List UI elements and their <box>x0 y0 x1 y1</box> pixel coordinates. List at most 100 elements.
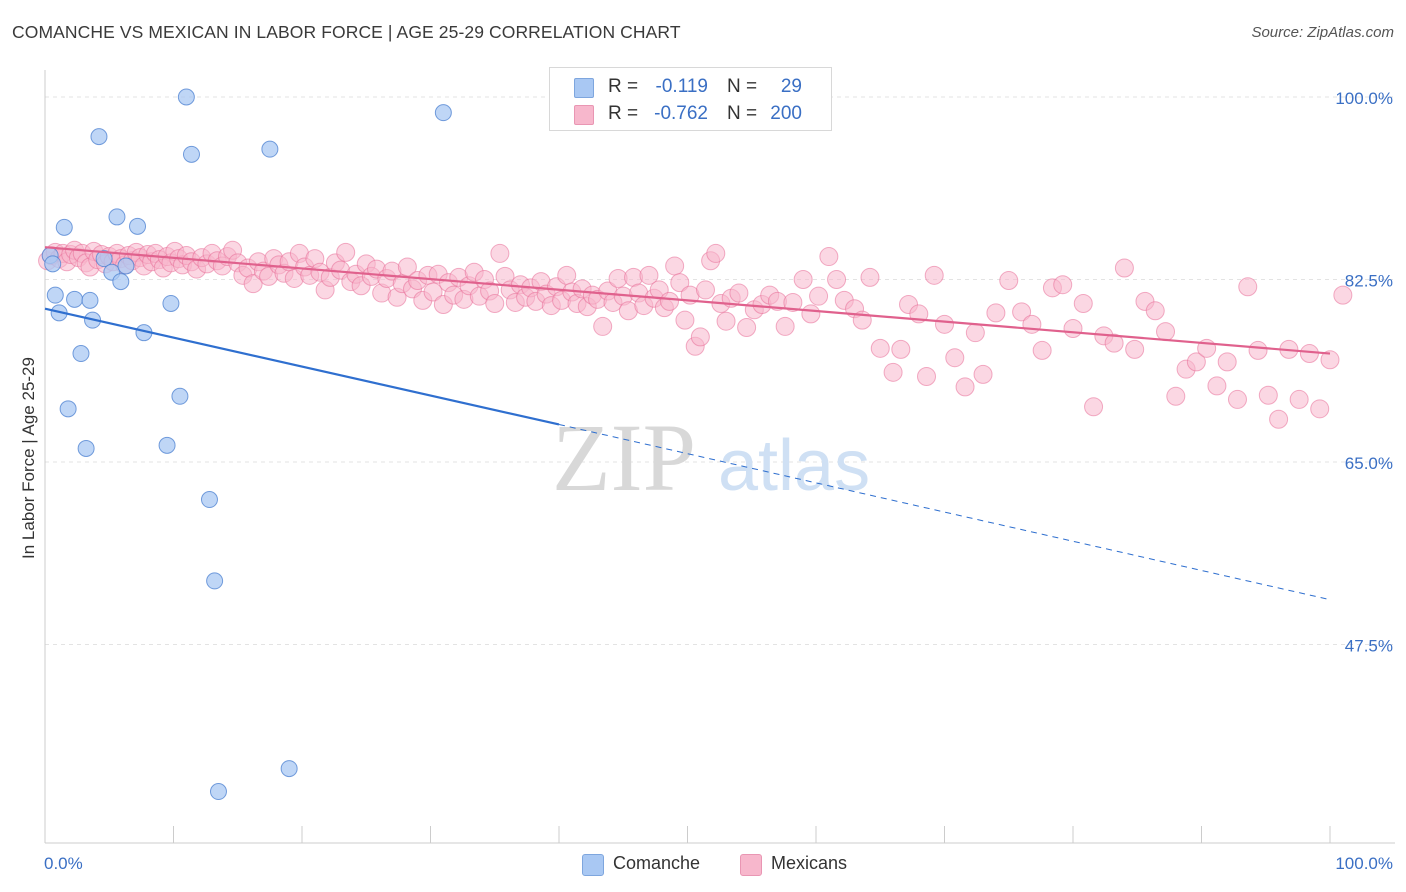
correlation-legend: R = -0.119 N = 29 R = -0.762 N = 200 <box>549 67 832 131</box>
mexicans-point <box>423 282 443 302</box>
comanche-point <box>55 218 73 236</box>
mexicans-point <box>965 323 985 343</box>
mexicans-point <box>870 338 890 358</box>
chart-source: Source: ZipAtlas.com <box>1251 24 1394 41</box>
mexicans-point <box>1104 333 1124 353</box>
mexicans-point <box>1299 344 1319 364</box>
mexicans-point <box>243 274 263 294</box>
x-tick-label: 0.0% <box>44 854 83 873</box>
mexicans-point <box>670 273 690 293</box>
comanche-point <box>59 400 77 418</box>
mexicans-point <box>1217 352 1237 372</box>
mexicans-point <box>924 265 944 285</box>
legend-r-label: R = <box>608 76 639 97</box>
legend-r-label: R = <box>608 103 639 124</box>
comanche-point <box>77 439 95 457</box>
mexicans-point <box>557 265 577 285</box>
mexicans-legend-label: Mexicans <box>771 853 848 873</box>
comanche-point <box>46 286 64 304</box>
mexicans-point <box>801 304 821 324</box>
comanche-r-value: -0.119 <box>655 76 708 97</box>
mexicans-point <box>1114 258 1134 278</box>
mexicans-point <box>593 316 613 336</box>
tick-labels: 100.0% 82.5% 65.0% 47.5% 0.0% 100.0% <box>44 89 1393 873</box>
mexicans-point <box>490 243 510 263</box>
mexicans-point <box>1310 399 1330 419</box>
mexicans-point <box>1166 386 1186 406</box>
comanche-n-value: 29 <box>780 76 802 97</box>
mexicans-point <box>1053 275 1073 295</box>
legend-n-label: N = <box>727 103 758 124</box>
comanche-swatch <box>574 78 594 98</box>
mexicans-point <box>690 327 710 347</box>
mexicans-point <box>737 317 757 337</box>
mexicans-point <box>860 267 880 287</box>
mexicans-point <box>1238 277 1258 297</box>
mexicans-point <box>1333 285 1353 305</box>
comanche-point <box>158 436 176 454</box>
mexicans-point <box>639 265 659 285</box>
legend-n-label: N = <box>727 76 758 97</box>
y-axis-label: In Labor Force | Age 25-29 <box>19 357 38 559</box>
comanche-point <box>280 760 298 778</box>
axes <box>44 70 1395 844</box>
watermark: ZIP atlas <box>552 404 870 511</box>
mexicans-point <box>999 271 1019 291</box>
comanche-point <box>162 294 180 312</box>
mexicans-point <box>1073 293 1093 313</box>
comanche-points <box>41 88 452 801</box>
comanche-point <box>182 145 200 163</box>
mexicans-point <box>891 339 911 359</box>
watermark-zip: ZIP <box>552 404 696 511</box>
mexicans-legend-swatch <box>740 854 762 876</box>
comanche-point <box>117 257 135 275</box>
comanche-point <box>209 783 227 801</box>
comanche-point <box>206 572 224 590</box>
comanche-point <box>95 250 113 268</box>
mexicans-point <box>809 286 829 306</box>
mexicans-point <box>716 311 736 331</box>
mexicans-point <box>1084 397 1104 417</box>
mexicans-point <box>973 364 993 384</box>
mexicans-point <box>1207 376 1227 396</box>
mexicans-point <box>775 316 795 336</box>
mexicans-point <box>1012 302 1032 322</box>
comanche-point <box>171 387 189 405</box>
comanche-point <box>81 291 99 309</box>
mexicans-point <box>793 270 813 289</box>
mexicans-point <box>1258 385 1278 405</box>
mexicans-point <box>883 362 903 382</box>
comanche-point <box>108 208 126 226</box>
y-tick-label: 100.0% <box>1335 89 1393 108</box>
mexicans-trend-line <box>44 246 1331 355</box>
comanche-point <box>434 104 452 122</box>
mexicans-points <box>38 240 1353 429</box>
mexicans-point <box>660 291 680 311</box>
mexicans-point <box>1248 340 1268 360</box>
mexicans-point <box>336 242 356 262</box>
comanche-trend-line <box>44 307 560 426</box>
mexicans-point <box>935 314 954 334</box>
mexicans-point <box>955 377 975 397</box>
mexicans-point <box>827 270 847 289</box>
comanche-legend-swatch <box>582 854 604 876</box>
comanche-point <box>261 140 279 158</box>
x-tick-label: 100.0% <box>1335 854 1393 873</box>
mexicans-n-value: 200 <box>770 103 802 124</box>
mexicans-point <box>1320 350 1340 370</box>
mexicans-point <box>819 247 839 267</box>
comanche-point <box>72 345 90 363</box>
y-tick-label: 47.5% <box>1345 637 1393 656</box>
mexicans-point <box>729 283 749 303</box>
mexicans-swatch <box>574 105 594 125</box>
mexicans-point <box>1032 340 1052 360</box>
mexicans-point <box>1125 339 1145 359</box>
chart-title: COMANCHE VS MEXICAN IN LABOR FORCE | AGE… <box>12 22 681 42</box>
mexicans-point <box>986 303 1006 323</box>
mexicans-point <box>1022 314 1042 334</box>
comanche-point <box>44 255 62 273</box>
mexicans-point <box>665 256 685 276</box>
legend-row-comanche: R = -0.119 N = 29 <box>550 74 831 100</box>
mexicans-point <box>675 310 695 330</box>
